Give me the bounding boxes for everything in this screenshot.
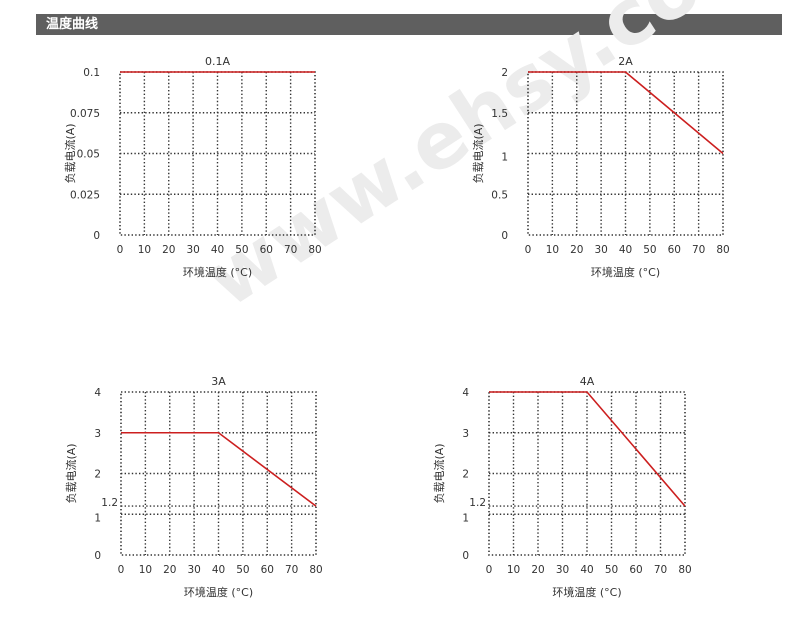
chart-title: 0.1A — [205, 55, 230, 68]
y-tick-label: 3 — [462, 428, 469, 440]
x-tick-label: 40 — [211, 244, 224, 256]
x-axis-label: 环境温度 (°C) — [552, 585, 621, 599]
y-tick-label: 4 — [94, 387, 101, 399]
y-tick-label: 0.05 — [77, 149, 100, 161]
x-axis-label: 环境温度 (°C) — [591, 265, 660, 279]
x-tick-label: 30 — [187, 564, 200, 576]
x-tick-label: 10 — [507, 564, 520, 576]
derating-chart-3a: 3A 0 10 20 30 40 50 60 70 80 0 11.2 2 3 4 环境温度 (°C) 负载电流… — [64, 375, 323, 599]
x-tick-label: 50 — [605, 564, 618, 576]
chart-title: 4A — [580, 375, 595, 388]
x-tick-label: 80 — [678, 564, 691, 576]
x-tick-label: 20 — [162, 244, 175, 256]
x-tick-label: 60 — [260, 244, 273, 256]
y-tick-label: 1.2 — [469, 497, 486, 509]
x-tick-label: 60 — [261, 564, 274, 576]
y-tick-label: 0 — [462, 550, 469, 562]
derating-curve — [489, 391, 686, 507]
derating-chart-2a: 2A 0 10 20 30 40 50 60 70 80 0 0.5 1 1.5 2 环境温度 (°C) 负载电… — [471, 55, 730, 279]
x-tick-label: 10 — [138, 244, 151, 256]
x-tick-label: 30 — [556, 564, 569, 576]
section-title: 温度曲线 — [46, 17, 99, 32]
x-tick-label: 40 — [619, 244, 632, 256]
x-tick-label: 30 — [186, 244, 199, 256]
x-tick-label: 20 — [163, 564, 176, 576]
x-tick-label: 0 — [118, 564, 125, 576]
y-tick-label: 4 — [462, 387, 469, 399]
y-tick-label: 1 — [94, 512, 101, 524]
x-tick-label: 0 — [486, 564, 493, 576]
plot-frame — [120, 391, 317, 556]
y-tick-label: 2 — [501, 67, 508, 79]
y-tick-label: 2 — [462, 469, 469, 481]
derating-curve — [121, 431, 317, 507]
x-tick-label: 70 — [654, 564, 667, 576]
x-axis-label: 环境温度 (°C) — [184, 585, 253, 599]
x-tick-label: 20 — [570, 244, 583, 256]
y-tick-label: 0 — [93, 230, 100, 242]
x-tick-label: 10 — [139, 564, 152, 576]
y-tick-label: 0 — [94, 550, 101, 562]
x-tick-label: 70 — [692, 244, 705, 256]
x-tick-label: 50 — [643, 244, 656, 256]
x-tick-label: 70 — [284, 244, 297, 256]
x-tick-label: 70 — [285, 564, 298, 576]
y-tick-label: 3 — [94, 428, 101, 440]
y-tick-label: 2 — [94, 469, 101, 481]
y-tick-label: 0.5 — [491, 189, 508, 201]
x-tick-label: 60 — [668, 244, 681, 256]
x-tick-label: 30 — [594, 244, 607, 256]
chart-title: 3A — [211, 375, 226, 388]
x-tick-label: 50 — [236, 564, 249, 576]
x-tick-label: 40 — [212, 564, 225, 576]
y-tick-label: 1.5 — [491, 108, 508, 120]
x-tick-label: 0 — [117, 244, 124, 256]
y-axis-label: 负载电流(A) — [63, 123, 77, 183]
x-tick-label: 50 — [235, 244, 248, 256]
x-tick-label: 80 — [308, 244, 321, 256]
y-tick-label: 1.2 — [101, 497, 118, 509]
y-tick-label: 0.025 — [70, 189, 100, 201]
y-tick-label: 1 — [501, 152, 508, 164]
x-tick-label: 80 — [309, 564, 322, 576]
x-axis-label: 环境温度 (°C) — [183, 265, 252, 279]
x-tick-label: 10 — [546, 244, 559, 256]
y-tick-label: 0 — [501, 230, 508, 242]
x-tick-label: 0 — [525, 244, 532, 256]
y-axis-label: 负载电流(A) — [471, 123, 485, 183]
y-axis-label: 负载电流(A) — [432, 443, 446, 503]
x-tick-label: 80 — [716, 244, 729, 256]
y-axis-label: 负载电流(A) — [64, 443, 78, 503]
x-tick-label: 60 — [629, 564, 642, 576]
chart-title: 2A — [618, 55, 633, 68]
derating-chart-4a: 4A 0 10 20 30 40 50 60 70 80 0 11.2 2 3 4 环境温度 (°C) 负载电流… — [432, 375, 692, 599]
y-tick-label: 1 — [462, 512, 469, 524]
x-tick-label: 40 — [580, 564, 593, 576]
y-tick-label: 0.075 — [70, 108, 100, 120]
derating-chart-0-1a: 0.1A 0 10 20 30 40 50 60 70 80 0 0.025 0.05 0.075 0.1 环… — [63, 55, 322, 279]
section-header: 温度曲线 — [36, 14, 782, 35]
derating-curve — [528, 71, 724, 155]
y-tick-label: 0.1 — [83, 67, 100, 79]
x-tick-label: 20 — [531, 564, 544, 576]
